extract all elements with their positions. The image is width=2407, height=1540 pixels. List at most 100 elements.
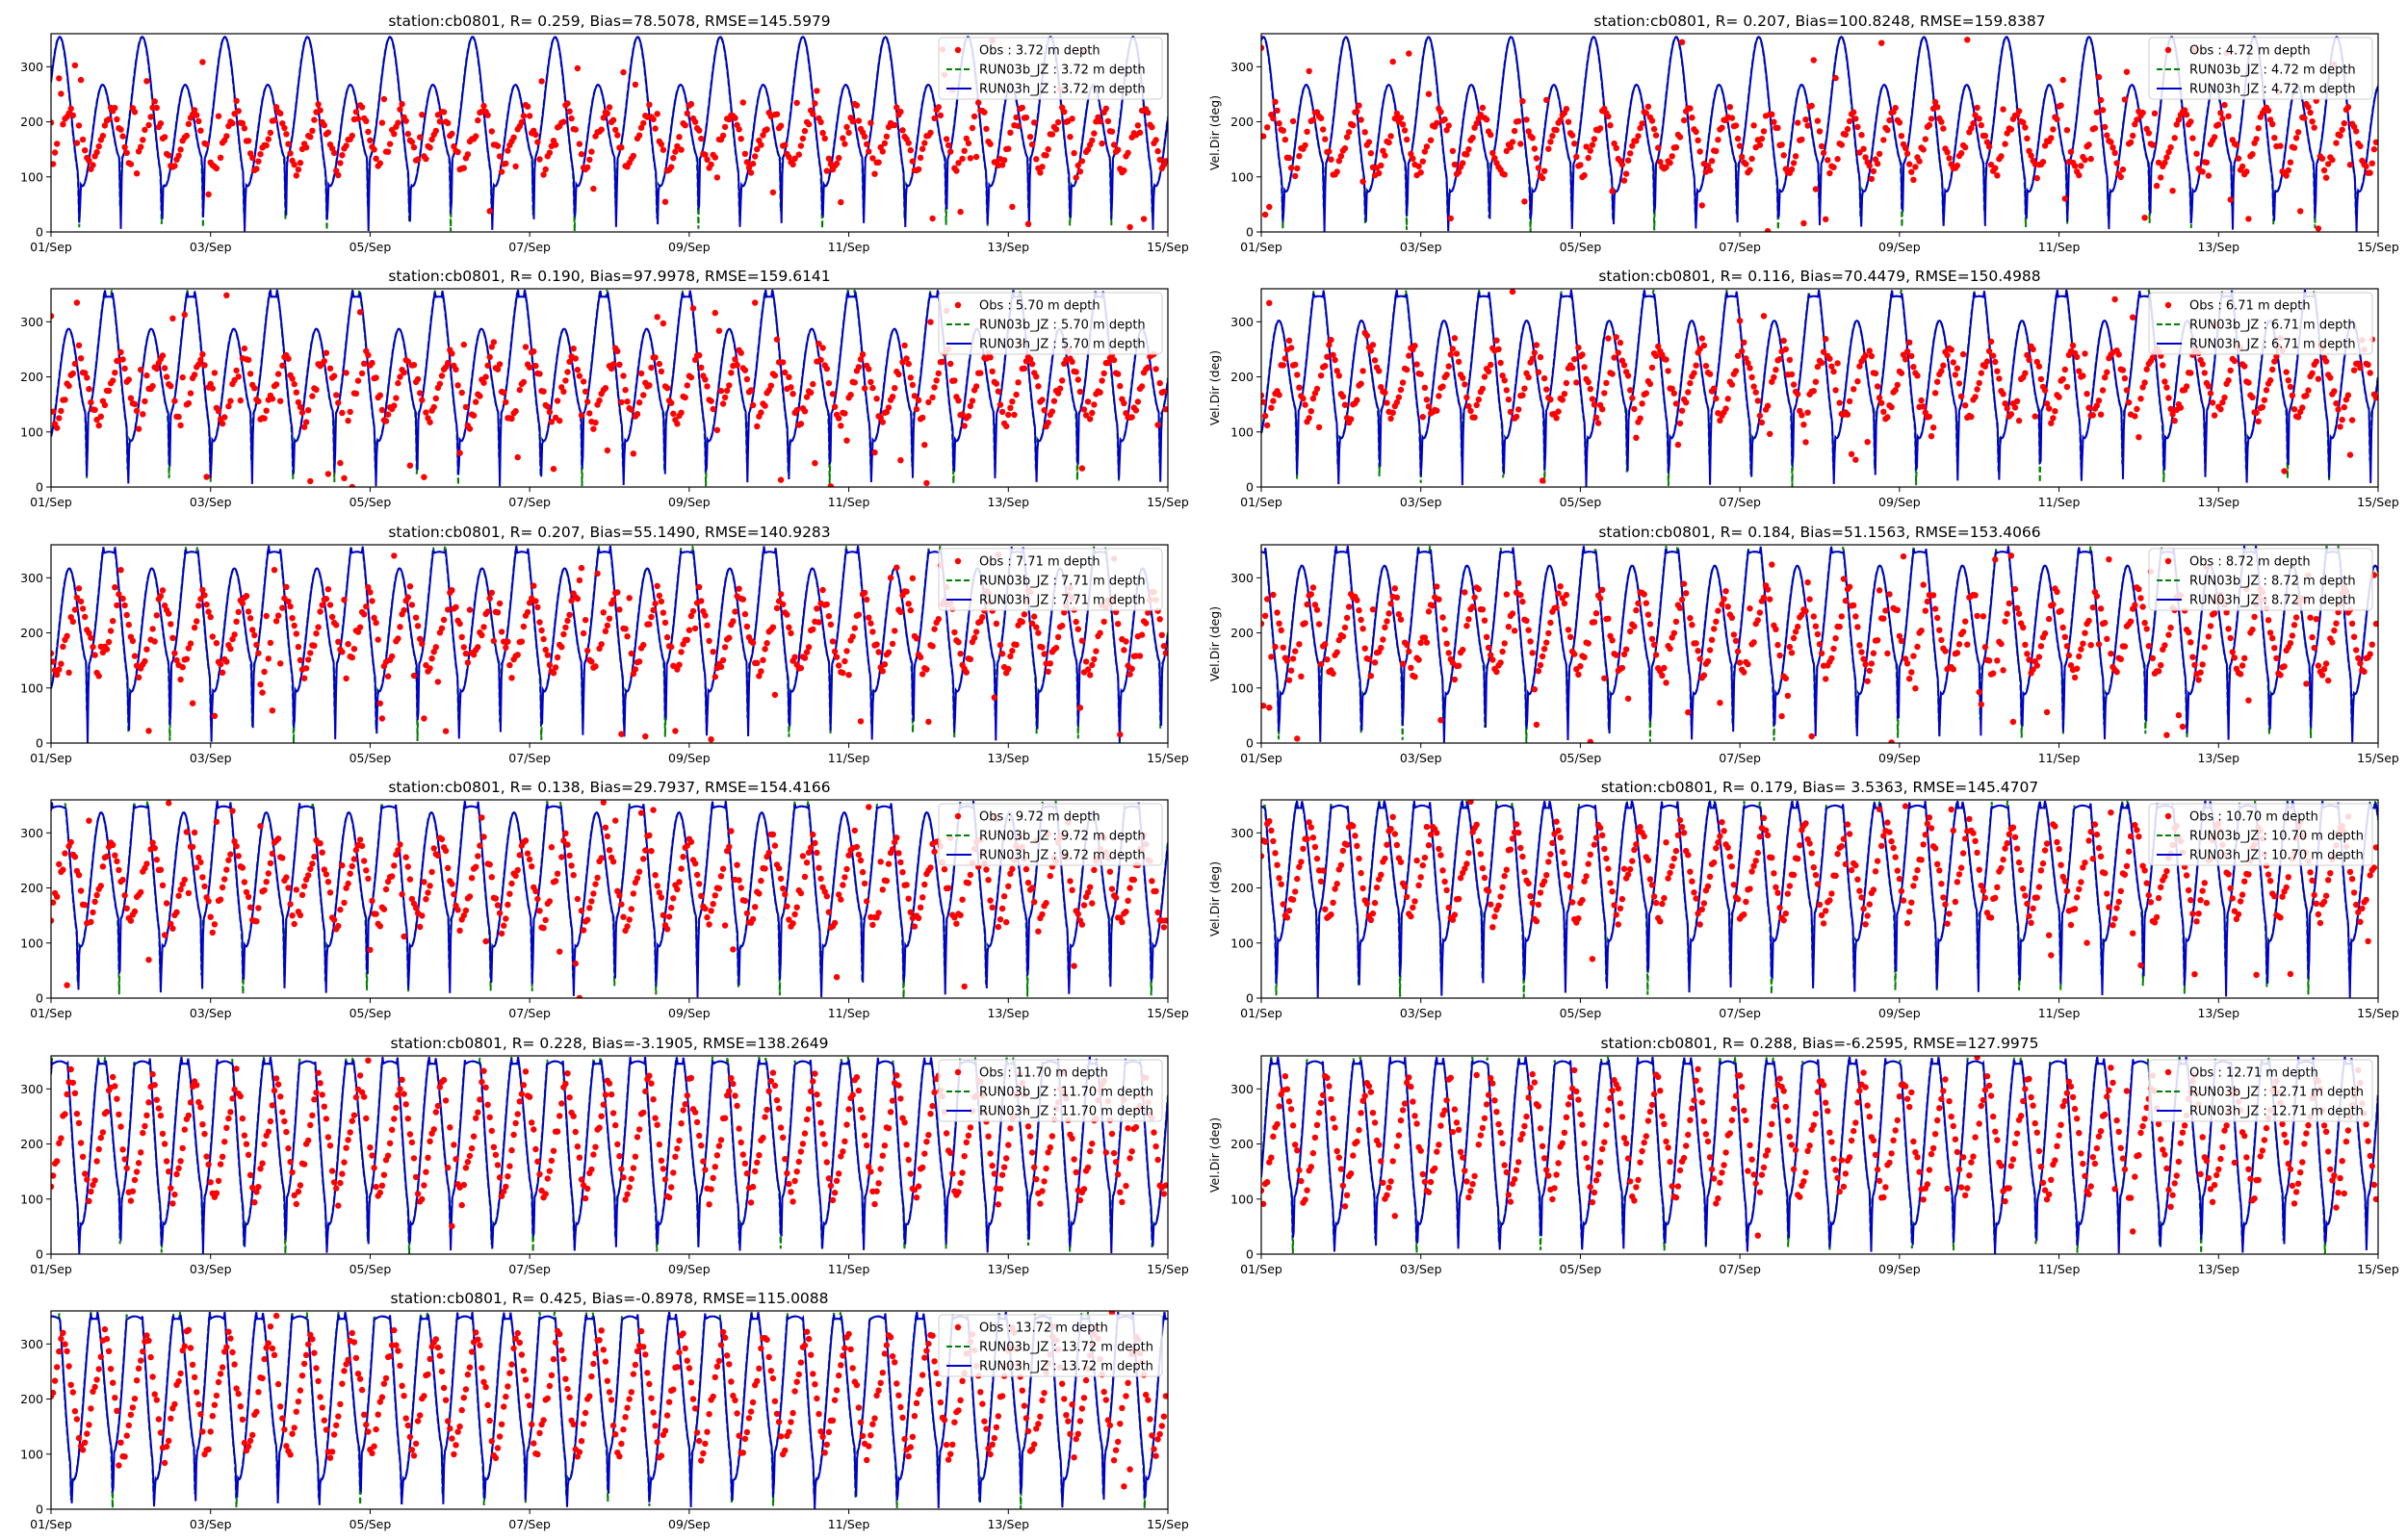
obs-point	[2102, 870, 2109, 877]
obs-point	[2325, 161, 2332, 167]
obs-point	[738, 349, 744, 356]
obs-point	[54, 424, 61, 431]
obs-point	[845, 672, 852, 679]
obs-point	[1061, 609, 1068, 616]
obs-point	[227, 851, 234, 858]
obs-point	[574, 895, 582, 903]
obs-point	[1955, 380, 1963, 387]
obs-point	[406, 462, 414, 469]
obs-point	[217, 896, 224, 903]
obs-point	[79, 136, 87, 143]
obs-point	[1678, 407, 1686, 414]
obs-point	[2143, 880, 2150, 886]
obs-point	[201, 883, 208, 890]
obs-point	[836, 155, 842, 162]
obs-point	[1529, 650, 1536, 656]
obs-point	[361, 611, 368, 618]
obs-point	[788, 384, 794, 391]
obs-point	[881, 661, 889, 668]
obs-point	[1874, 383, 1881, 390]
obs-point	[1890, 844, 1897, 852]
obs-point	[588, 658, 595, 665]
obs-point	[2193, 918, 2200, 925]
obs-point	[2231, 357, 2239, 365]
obs-point	[1084, 889, 1092, 896]
obs-point	[1371, 659, 1379, 666]
obs-point	[1313, 606, 1321, 613]
obs-point	[1920, 581, 1927, 588]
obs-point	[163, 1158, 170, 1165]
obs-point	[454, 382, 461, 389]
obs-point	[1613, 652, 1619, 658]
obs-point	[382, 418, 390, 424]
obs-point	[449, 587, 455, 594]
obs-point	[1268, 404, 1275, 411]
obs-point	[217, 154, 224, 161]
obs-point	[354, 629, 362, 635]
obs-point	[2309, 118, 2316, 125]
obs-point	[1352, 833, 1359, 839]
obs-point	[378, 406, 386, 414]
obs-point	[1862, 661, 1869, 668]
obs-point	[414, 623, 422, 629]
obs-point	[93, 149, 100, 156]
plot-area	[51, 289, 1168, 487]
obs-point	[219, 884, 226, 891]
obs-point	[488, 344, 495, 350]
obs-point	[602, 824, 609, 831]
plot-title: station:cb0801, R= 0.190, Bias=97.9978, …	[388, 268, 830, 285]
series-obs	[1261, 37, 2378, 232]
obs-point	[1471, 414, 1478, 421]
obs-point	[458, 389, 465, 397]
obs-point	[221, 414, 228, 421]
obs-point	[1143, 620, 1150, 627]
obs-point	[339, 152, 346, 159]
obs-point	[660, 320, 667, 327]
obs-point	[652, 600, 659, 607]
obs-point	[717, 873, 725, 880]
obs-point	[981, 109, 988, 116]
obs-point	[197, 1104, 204, 1111]
obs-point	[2089, 412, 2096, 419]
obs-point	[195, 361, 202, 368]
obs-point	[933, 377, 940, 384]
obs-point	[1266, 705, 1273, 711]
obs-point	[708, 908, 714, 914]
obs-point	[1540, 878, 1548, 885]
obs-point	[199, 1121, 206, 1128]
obs-point	[1511, 628, 1518, 634]
axes-frame	[50, 288, 1169, 488]
obs-point	[1350, 122, 1357, 129]
obs-point	[602, 385, 609, 392]
obs-point	[1609, 188, 1616, 194]
obs-point	[2108, 139, 2114, 145]
obs-point	[253, 166, 260, 172]
obs-point	[693, 871, 701, 879]
obs-point	[604, 110, 611, 117]
obs-point	[1039, 644, 1046, 651]
obs-point	[173, 909, 180, 915]
obs-point	[1115, 371, 1122, 377]
obs-point	[756, 890, 763, 897]
obs-point	[1033, 156, 1040, 163]
obs-point	[358, 370, 366, 377]
obs-point	[2241, 363, 2248, 370]
obs-point	[2350, 889, 2358, 896]
obs-point	[1513, 413, 1520, 421]
obs-point	[112, 852, 118, 859]
obs-point	[2235, 911, 2242, 918]
obs-point	[963, 669, 970, 676]
obs-point	[213, 640, 220, 647]
obs-point	[395, 847, 401, 854]
obs-point	[345, 1137, 351, 1143]
obs-point	[558, 854, 565, 860]
obs-point	[1702, 363, 1710, 370]
obs-point	[892, 628, 898, 634]
obs-point	[315, 1069, 322, 1076]
obs-point	[1743, 161, 1749, 167]
obs-point	[2311, 891, 2317, 899]
obs-point	[1491, 155, 1498, 162]
subplot-9: station:cb0801, R= 0.228, Bias=-3.1905, …	[20, 1035, 1189, 1276]
obs-point	[253, 1189, 260, 1195]
obs-point	[187, 640, 194, 647]
